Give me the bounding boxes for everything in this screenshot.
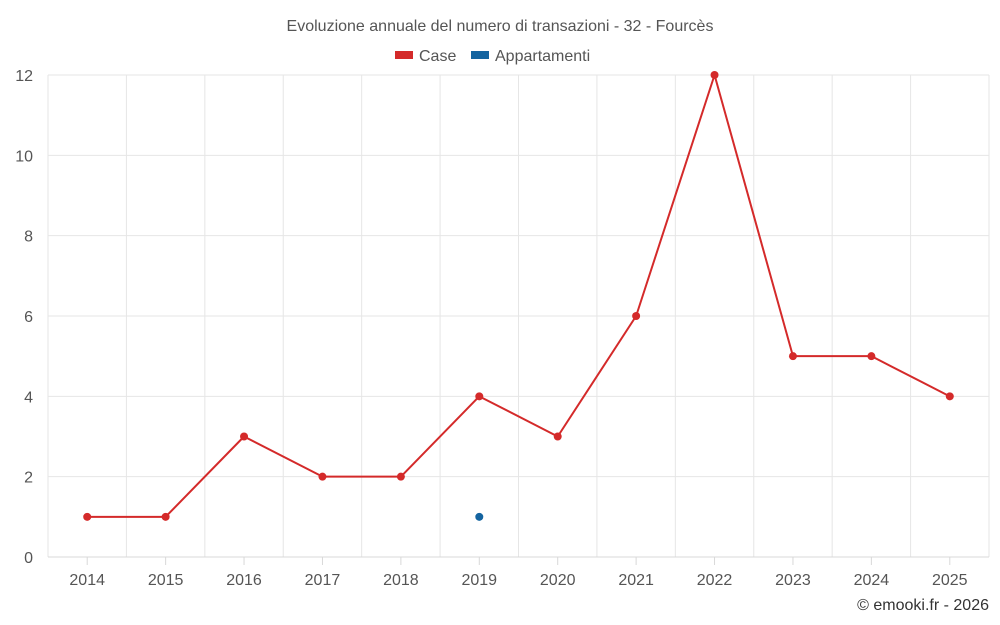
legend-swatch-case <box>395 51 413 59</box>
legend-item-case[interactable]: Case <box>395 48 456 65</box>
x-tick-label: 2016 <box>226 572 262 589</box>
x-tick-label: 2024 <box>854 572 890 589</box>
data-point-case[interactable] <box>318 472 327 481</box>
y-tick-label: 8 <box>24 229 33 246</box>
legend: Case Appartamenti <box>395 48 590 65</box>
x-tick-label: 2018 <box>383 572 419 589</box>
x-tick-label: 2014 <box>69 572 105 589</box>
data-point-case[interactable] <box>161 512 170 521</box>
credit-text: © emooki.fr - 2026 <box>857 597 989 614</box>
series <box>83 71 954 521</box>
data-point-case[interactable] <box>788 352 797 361</box>
data-point-case[interactable] <box>396 472 405 481</box>
data-point-case[interactable] <box>867 352 876 361</box>
x-tick-label: 2020 <box>540 572 576 589</box>
y-tick-label: 0 <box>24 550 33 567</box>
y-tick-label: 6 <box>24 309 33 326</box>
series-appartamenti <box>475 512 484 521</box>
x-tick-label: 2021 <box>618 572 654 589</box>
data-point-case[interactable] <box>240 432 249 441</box>
legend-label-appartamenti: Appartamenti <box>495 48 590 65</box>
data-point-appartamenti[interactable] <box>475 512 484 521</box>
legend-item-appartamenti[interactable]: Appartamenti <box>471 48 590 65</box>
chart-title: Evoluzione annuale del numero di transaz… <box>287 18 714 35</box>
legend-label-case: Case <box>419 48 456 65</box>
data-point-case[interactable] <box>945 392 954 401</box>
data-point-case[interactable] <box>710 71 719 79</box>
data-point-case[interactable] <box>632 312 641 320</box>
axes: 0 2 4 6 8 10 12 2014 2015 2016 2017 2018 2019 2020 202… <box>15 68 989 589</box>
legend-swatch-appartamenti <box>471 51 489 59</box>
x-tick-label: 2023 <box>775 572 811 589</box>
x-tick-label: 2015 <box>148 572 184 589</box>
grid <box>47 74 990 557</box>
series-case <box>83 71 954 521</box>
y-tick-label: 2 <box>24 470 33 487</box>
series-line-case <box>86 74 951 518</box>
data-point-case[interactable] <box>475 392 484 401</box>
x-tick-label: 2022 <box>697 572 733 589</box>
data-point-case[interactable] <box>83 512 92 521</box>
x-tick-label: 2025 <box>932 572 968 589</box>
x-tick-label: 2017 <box>305 572 341 589</box>
x-tick-label: 2019 <box>461 572 497 589</box>
y-tick-label: 12 <box>15 68 33 85</box>
y-tick-label: 10 <box>15 148 33 165</box>
data-point-case[interactable] <box>553 432 562 441</box>
y-tick-label: 4 <box>24 389 33 406</box>
